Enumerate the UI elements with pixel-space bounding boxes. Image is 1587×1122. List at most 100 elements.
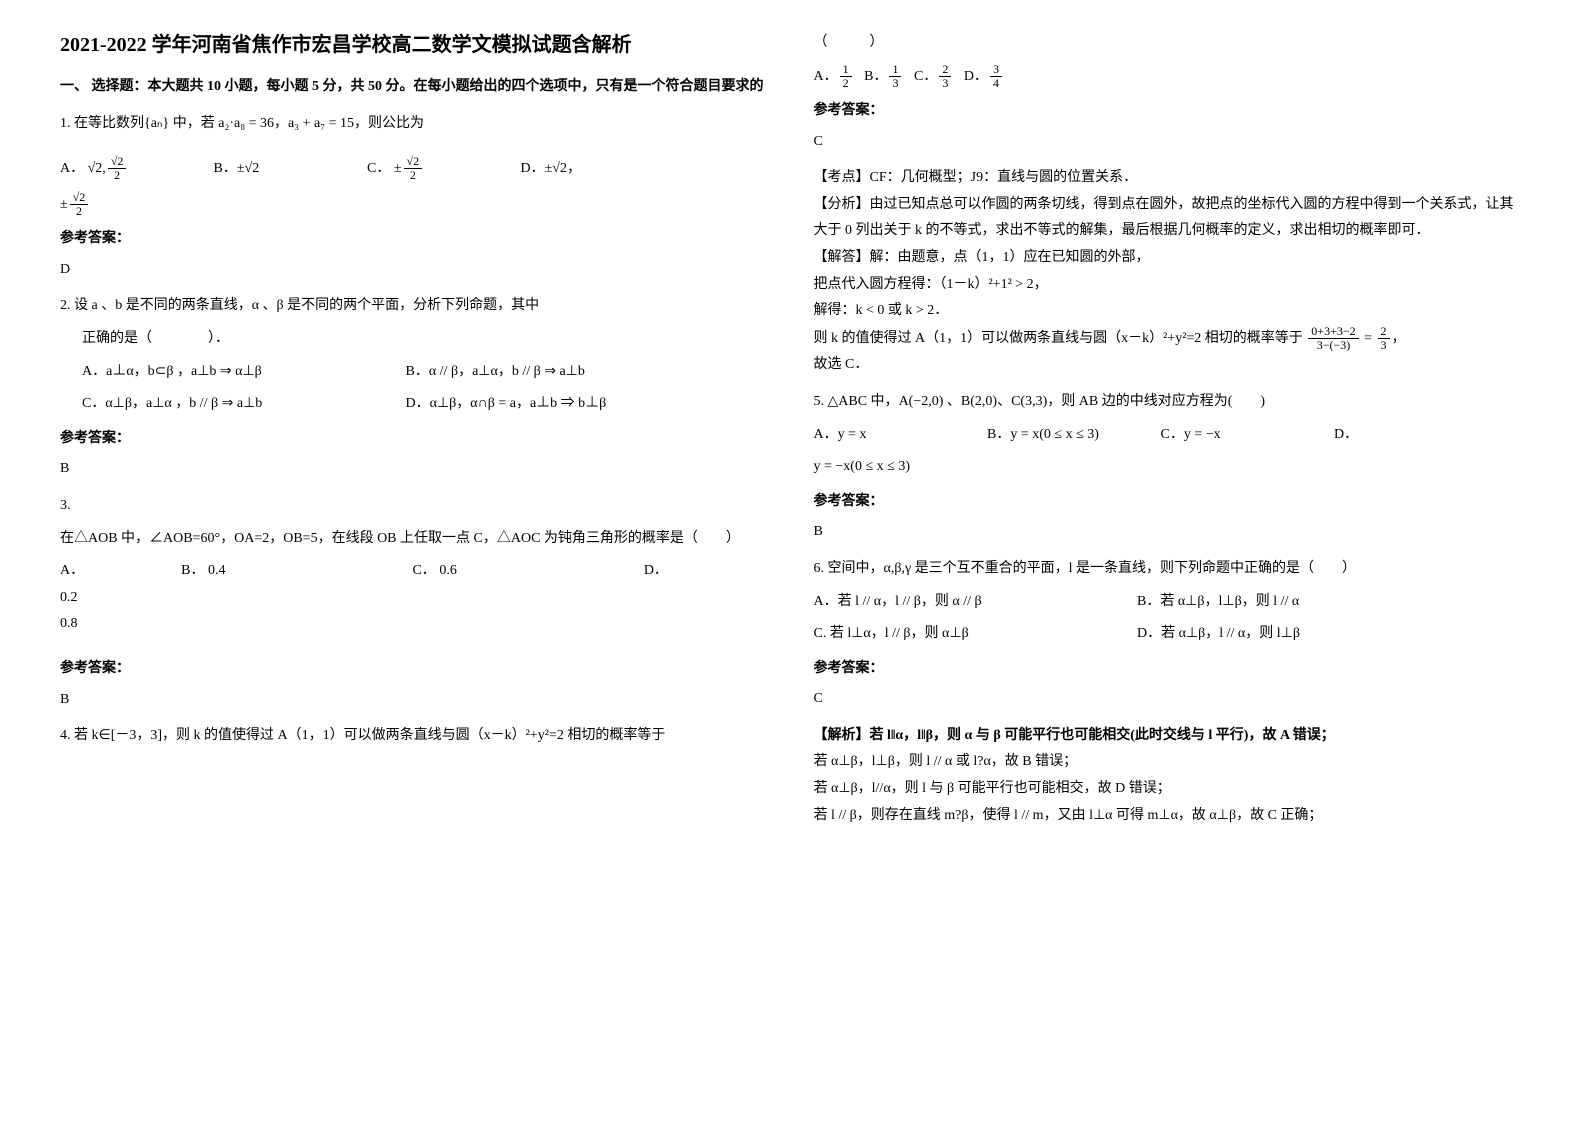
q2-optA: A．a⊥α，b⊂β ，a⊥b ⇒ α⊥β xyxy=(82,359,402,386)
q5-optA: A．y = x xyxy=(814,422,984,449)
q5-optB-lbl: B． xyxy=(987,427,1010,442)
q4-optC-lbl: C． xyxy=(914,69,937,84)
q4-ans-head: 参考答案： xyxy=(814,98,1528,125)
q3-optC-lbl: C． xyxy=(412,563,435,578)
q4-exp1: 【考点】CF：几何概型；J9：直线与圆的位置关系． xyxy=(814,165,1528,192)
q5-ans: B xyxy=(814,519,1528,546)
q2-optB: B．α // β，a⊥α，b // β ⇒ a⊥b xyxy=(406,359,726,386)
q1-ans: D xyxy=(60,257,774,284)
q3-ans-head: 参考答案： xyxy=(60,656,774,683)
q1-optA-frac: √22 xyxy=(108,155,127,182)
q5-optC: C．y = −x xyxy=(1161,422,1331,449)
q4-optB-frac: 13 xyxy=(889,63,901,90)
q1-extra-frac: √22 xyxy=(70,191,89,218)
q6-stem: 6. 空间中，α,β,γ 是三个互不重合的平面，l 是一条直线，则下列命题中正确… xyxy=(814,556,1528,583)
q2-ans: B xyxy=(60,456,774,483)
q5-optB-val: y = x(0 ≤ x ≤ 3) xyxy=(1010,427,1099,442)
q6-exp1: 【解析】若 l‖α，l‖β，则 α 与 β 可能平行也可能相交(此时交线与 l … xyxy=(814,723,1528,750)
q4-exp6-post: ， xyxy=(1392,331,1406,346)
q5-optC-val: y = −x xyxy=(1184,427,1221,442)
q4-exp6-f1-num: 0+3+3−2 xyxy=(1308,325,1358,339)
q5-sep1: 、 xyxy=(943,394,961,409)
q2-options-row1: A．a⊥α，b⊂β ，a⊥b ⇒ α⊥β B．α // β，a⊥α，b // β… xyxy=(60,359,774,386)
q1-sep: ， xyxy=(274,116,288,131)
q6-options-row2: C. 若 l⊥α，l // β，则 α⊥β D．若 α⊥β，l // α，则 l… xyxy=(814,621,1528,648)
q1-optC: C． ±√22 xyxy=(367,155,517,183)
q4-optC-den: 3 xyxy=(939,77,951,90)
left-column: 2021-2022 学年河南省焦作市宏昌学校高二数学文模拟试题含解析 一、 选择… xyxy=(40,30,794,1092)
q4-paren: （ ） xyxy=(814,30,1528,57)
q1-stem-post: ，则公比为 xyxy=(354,116,424,131)
q6-optD: D．若 α⊥β，l // α，则 l⊥β xyxy=(1137,621,1457,648)
q4-optB-lbl: B． xyxy=(864,69,887,84)
q3-optD-lbl: D． xyxy=(644,563,668,578)
q1-optB-label: B． xyxy=(214,161,237,176)
q4-exp6-eq: = xyxy=(1361,331,1376,346)
q3-ans: B xyxy=(60,687,774,714)
q6-optA: A．若 l // α，l // β，则 α // β xyxy=(814,589,1134,616)
q1-cond1: a₂·a₈ = 36 xyxy=(218,116,274,131)
q3-optD: 0.8 xyxy=(60,616,78,631)
q1-extra-pre: ± xyxy=(60,197,68,212)
q5-optB: B．y = x(0 ≤ x ≤ 3) xyxy=(987,422,1157,449)
q1-optA: A． √2,√22 xyxy=(60,155,210,183)
q5-optD-lbl: D． xyxy=(1334,427,1358,442)
q1-extra-den: 2 xyxy=(70,205,89,218)
q6-exp3: 若 α⊥β，l//α，则 l 与 β 可能平行也可能相交，故 D 错误； xyxy=(814,776,1528,803)
q4-ans: C xyxy=(814,129,1528,156)
q4-optD-num: 3 xyxy=(990,63,1002,77)
q4-exp6: 则 k 的值使得过 A（1，1）可以做两条直线与圆（x－k）²+y²=2 相切的… xyxy=(814,325,1528,353)
q5-stem: 5. △ABC 中，A(−2,0) 、B(2,0)、C(3,3)，则 AB 边的… xyxy=(814,389,1528,416)
q1-optC-num: √2 xyxy=(404,155,423,169)
q5-optA-val: y = x xyxy=(838,427,867,442)
q2-ans-head: 参考答案： xyxy=(60,426,774,453)
q1-seq: {aₙ} xyxy=(144,116,169,131)
q1-cond2: a₃ + a₇ = 15 xyxy=(288,116,354,131)
q1-optC-pre: ± xyxy=(394,161,402,176)
q5-optC-lbl: C． xyxy=(1161,427,1184,442)
q3-optA: 0.2 xyxy=(60,590,78,605)
q4-exp6-f1: 0+3+3−23−(−3) xyxy=(1308,325,1358,352)
q5-pC: C(3,3) xyxy=(1011,394,1047,409)
q6-ans-head: 参考答案： xyxy=(814,656,1528,683)
q5-stem-post: ，则 AB 边的中线对应方程为( ) xyxy=(1047,394,1265,409)
q1-extra-num: √2 xyxy=(70,191,89,205)
q4-exp4: 把点代入圆方程得：（1－k）²+1² > 2， xyxy=(814,272,1528,299)
q2-optD: D．α⊥β，α∩β = a，a⊥b ⇒ b⊥β xyxy=(406,391,726,418)
q5-sep2: 、 xyxy=(997,394,1011,409)
q6-options-row1: A．若 l // α，l // β，则 α // β B．若 α⊥β，l⊥β，则… xyxy=(814,589,1528,616)
page: 2021-2022 学年河南省焦作市宏昌学校高二数学文模拟试题含解析 一、 选择… xyxy=(0,0,1587,1122)
q4-stem: 4. 若 k∈[－3，3]，则 k 的值使得过 A（1，1）可以做两条直线与圆（… xyxy=(60,723,774,750)
q1-options: A． √2,√22 B．±√2 C． ±√22 D．±√2， xyxy=(60,155,774,183)
q5-pA: A(−2,0) xyxy=(899,394,944,409)
section-1-head: 一、 选择题：本大题共 10 小题，每小题 5 分，共 50 分。在每小题给出的… xyxy=(60,74,774,101)
q5-stem-pre: 5. △ABC 中， xyxy=(814,394,899,409)
q1-optD-val: ±√2， xyxy=(545,161,581,176)
q4-exp6-f2-num: 2 xyxy=(1378,325,1390,339)
q1-optA-val1: √2, xyxy=(88,161,106,176)
q5-ans-head: 参考答案： xyxy=(814,489,1528,516)
q5-options: A．y = x B．y = x(0 ≤ x ≤ 3) C．y = −x D． xyxy=(814,422,1528,449)
q3-optA-lbl: A． xyxy=(60,558,84,585)
q6-ans: C xyxy=(814,686,1528,713)
q4-exp3: 【解答】解：由题意，点（1，1）应在已知圆的外部， xyxy=(814,245,1528,272)
q1-optD: D．±√2， xyxy=(521,156,671,183)
q2-stem: 2. 设 a 、b 是不同的两条直线，α 、β 是不同的两个平面，分析下列命题，… xyxy=(60,293,774,320)
q3-optB: 0.4 xyxy=(208,563,226,578)
q1-optB-val: ±√2 xyxy=(237,161,259,176)
q5-optA-lbl: A． xyxy=(814,427,838,442)
q4-optB-num: 1 xyxy=(889,63,901,77)
q1-optC-den: 2 xyxy=(404,169,423,182)
q4-optC-num: 2 xyxy=(939,63,951,77)
q4-optD-frac: 34 xyxy=(990,63,1002,90)
q1-ans-head: 参考答案： xyxy=(60,226,774,253)
q4-optC-frac: 23 xyxy=(939,63,951,90)
q4-optA-den: 2 xyxy=(840,77,852,90)
q2-options-row2: C．α⊥β，a⊥α ，b // β ⇒ a⊥b D．α⊥β，α∩β = a，a⊥… xyxy=(60,391,774,418)
q6-exp4: 若 l // β，则存在直线 m?β，使得 l // m，又由 l⊥α 可得 m… xyxy=(814,803,1528,830)
q4-optB-den: 3 xyxy=(889,77,901,90)
q4-exp6-f1-den: 3−(−3) xyxy=(1308,339,1358,352)
q4-optA-num: 1 xyxy=(840,63,852,77)
q4-exp6-pre: 则 k 的值使得过 A（1，1）可以做两条直线与圆（x－k）²+y²=2 相切的… xyxy=(814,331,1307,346)
q4-exp6-f2: 23 xyxy=(1378,325,1390,352)
